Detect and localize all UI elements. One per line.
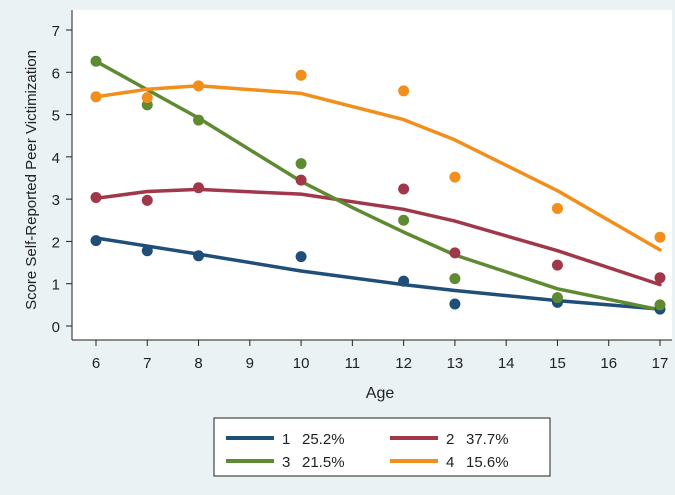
data-point-series-2 xyxy=(449,247,461,259)
data-point-series-3 xyxy=(295,158,307,170)
x-tick-label: 13 xyxy=(447,355,464,372)
legend-box xyxy=(213,417,551,477)
series-points-group xyxy=(90,55,666,315)
data-point-series-4 xyxy=(449,171,461,183)
series-line-4 xyxy=(94,84,662,252)
x-axis-label: Age xyxy=(366,385,395,402)
data-point-series-4 xyxy=(90,91,102,103)
data-point-series-4 xyxy=(654,231,666,243)
data-point-series-3 xyxy=(654,299,666,311)
legend-share-4: 15.6% xyxy=(466,454,509,471)
data-point-series-2 xyxy=(90,191,102,203)
data-point-series-1 xyxy=(398,275,410,287)
data-point-series-3 xyxy=(193,114,205,126)
data-point-series-4 xyxy=(295,69,307,81)
data-point-series-2 xyxy=(551,259,563,271)
x-tick-label: 14 xyxy=(498,355,515,372)
data-point-series-2 xyxy=(141,194,153,206)
y-tick-label: 4 xyxy=(52,150,60,167)
legend-label-2: 2 xyxy=(446,431,454,448)
legend-share-1: 25.2% xyxy=(302,431,345,448)
data-point-series-2 xyxy=(654,272,666,284)
y-tick-label: 0 xyxy=(52,319,60,336)
x-tick-label: 7 xyxy=(143,355,151,372)
legend-label-4: 4 xyxy=(446,454,454,471)
data-point-series-4 xyxy=(398,85,410,97)
data-point-series-2 xyxy=(193,182,205,194)
y-axis-label: Score Self-Reported Peer Victimization xyxy=(23,50,40,310)
legend-share-3: 21.5% xyxy=(302,454,345,471)
data-point-series-1 xyxy=(193,250,205,262)
legend: 1 25.2% 2 37.7% 3 21.5% 4 15.6% xyxy=(226,431,509,471)
x-tick-label: 16 xyxy=(600,355,617,372)
legend-label-1: 1 xyxy=(282,431,290,448)
data-point-series-3 xyxy=(398,214,410,226)
data-point-series-3 xyxy=(90,55,102,67)
y-tick-label: 6 xyxy=(52,65,60,82)
legend-share-2: 37.7% xyxy=(466,431,509,448)
data-point-series-3 xyxy=(551,292,563,304)
y-tick-label: 5 xyxy=(52,108,60,125)
data-point-series-1 xyxy=(295,251,307,263)
x-tick-label: 8 xyxy=(194,355,202,372)
legend-label-3: 3 xyxy=(282,454,290,471)
x-tick-label: 12 xyxy=(395,355,412,372)
x-tick-label: 15 xyxy=(549,355,566,372)
x-tick-label: 17 xyxy=(652,355,669,372)
data-point-series-3 xyxy=(449,273,461,285)
data-point-series-2 xyxy=(398,183,410,195)
x-tick-label: 9 xyxy=(246,355,254,372)
x-tick-label: 6 xyxy=(92,355,100,372)
y-tick-label: 2 xyxy=(52,234,60,251)
data-point-series-1 xyxy=(141,245,153,257)
series-line-2 xyxy=(94,187,662,287)
data-point-series-1 xyxy=(90,235,102,247)
y-tick-label: 1 xyxy=(52,277,60,294)
y-tick-label: 3 xyxy=(52,192,60,209)
data-point-series-4 xyxy=(193,80,205,92)
x-tick-label: 11 xyxy=(345,355,361,372)
data-point-series-1 xyxy=(449,298,461,310)
plot-area xyxy=(72,10,672,340)
y-tick-label: 7 xyxy=(52,23,60,40)
data-point-series-2 xyxy=(295,174,307,186)
series-line-3 xyxy=(94,59,662,312)
x-tick-label: 10 xyxy=(293,355,310,372)
data-point-series-4 xyxy=(141,92,153,104)
data-point-series-4 xyxy=(551,202,563,214)
